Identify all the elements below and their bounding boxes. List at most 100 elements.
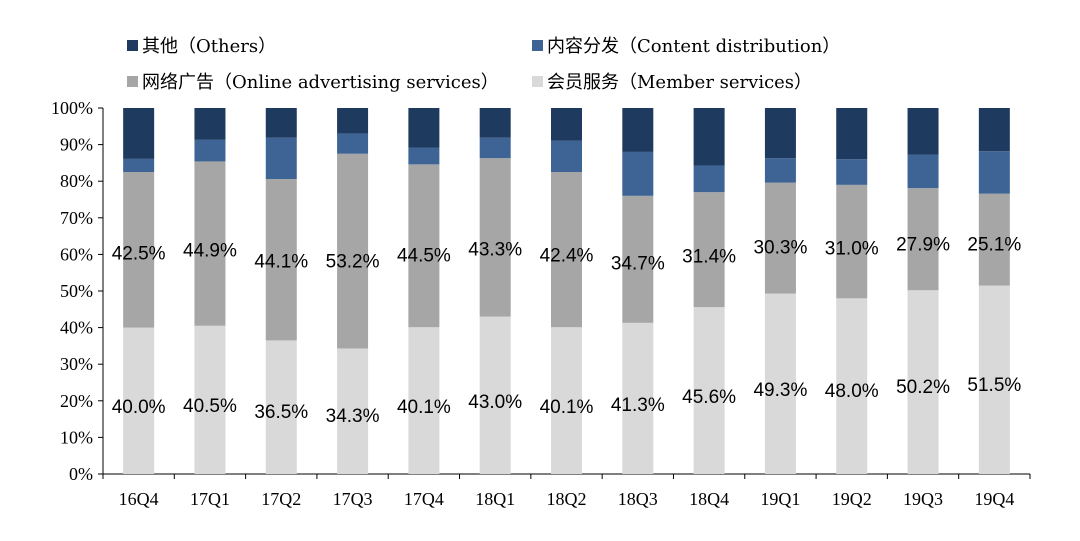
bar-segment-member bbox=[693, 307, 725, 474]
y-tick-label: 80% bbox=[60, 171, 93, 191]
data-label-advertising: 42.5% bbox=[112, 243, 166, 264]
data-label-advertising: 44.9% bbox=[183, 240, 237, 261]
bar-segment-content bbox=[693, 165, 725, 193]
legend-swatch-member bbox=[532, 75, 543, 87]
bar-segment-content bbox=[265, 137, 297, 180]
data-label-advertising: 53.2% bbox=[326, 251, 380, 272]
x-tick-label: 18Q4 bbox=[689, 489, 729, 509]
data-label-member: 40.1% bbox=[540, 397, 594, 418]
bar-segment-member bbox=[265, 340, 297, 474]
bar-segment-member bbox=[836, 298, 868, 474]
data-label-member: 40.5% bbox=[183, 396, 237, 417]
data-label-advertising: 42.4% bbox=[540, 245, 594, 266]
bar-segment-advertising bbox=[194, 161, 226, 326]
data-label-member: 34.3% bbox=[326, 406, 380, 427]
x-tick-label: 18Q1 bbox=[475, 489, 515, 509]
data-label-member: 48.0% bbox=[825, 381, 879, 402]
x-tick-label: 19Q1 bbox=[760, 489, 800, 509]
bar-segment-others bbox=[551, 108, 582, 141]
bar-segment-advertising bbox=[551, 172, 582, 328]
x-tick-label: 17Q2 bbox=[261, 489, 301, 509]
data-label-advertising: 43.3% bbox=[468, 239, 522, 260]
bar-segment-advertising bbox=[836, 184, 868, 299]
bar-segment-advertising bbox=[265, 179, 297, 341]
bar-segment-content bbox=[551, 140, 582, 173]
data-label-member: 36.5% bbox=[254, 402, 308, 423]
y-tick-label: 10% bbox=[60, 427, 93, 447]
legend-item-member: 会员服务（Member services） bbox=[532, 68, 812, 94]
bar-segment-advertising bbox=[693, 192, 725, 308]
bar-segment-member bbox=[907, 290, 939, 474]
bar-segment-content bbox=[337, 133, 369, 154]
bar-segment-advertising bbox=[978, 193, 1010, 286]
bar-segment-member bbox=[978, 285, 1010, 474]
bar-segment-advertising bbox=[337, 153, 369, 349]
bar-segment-member bbox=[622, 322, 654, 474]
bar-segment-others bbox=[479, 108, 511, 138]
x-tick-label: 19Q2 bbox=[832, 489, 872, 509]
x-tick-label: 17Q4 bbox=[404, 489, 444, 509]
bar-segment-advertising bbox=[764, 182, 796, 294]
legend-label-others: 其他（Others） bbox=[142, 36, 277, 57]
data-label-advertising: 30.3% bbox=[753, 237, 807, 258]
legend-item-advertising: 网络广告（Online advertising services） bbox=[127, 68, 499, 94]
x-tick-label: 19Q3 bbox=[903, 489, 943, 509]
y-tick-label: 30% bbox=[60, 354, 93, 374]
y-tick-label: 60% bbox=[60, 244, 93, 264]
data-label-member: 40.1% bbox=[397, 397, 451, 418]
bar-segment-others bbox=[622, 108, 654, 152]
bar-segment-others bbox=[408, 108, 440, 148]
bar-segment-content bbox=[194, 139, 226, 162]
bar-segment-advertising bbox=[123, 172, 155, 328]
bar-segment-others bbox=[978, 108, 1010, 152]
x-tick-label: 18Q3 bbox=[618, 489, 658, 509]
data-label-advertising: 31.4% bbox=[682, 246, 736, 267]
y-tick-label: 0% bbox=[69, 464, 93, 484]
data-label-advertising: 31.0% bbox=[825, 238, 879, 259]
bar-segment-others bbox=[194, 108, 226, 140]
bar-segment-advertising bbox=[622, 195, 654, 323]
bar-segment-content bbox=[836, 159, 868, 185]
bar-segment-content bbox=[479, 137, 511, 159]
bar-segment-advertising bbox=[479, 158, 511, 317]
x-tick-label: 17Q1 bbox=[190, 489, 230, 509]
bar-segment-content bbox=[408, 147, 440, 165]
data-label-advertising: 25.1% bbox=[967, 234, 1021, 255]
data-label-member: 49.3% bbox=[753, 380, 807, 401]
data-label-advertising: 34.7% bbox=[611, 253, 665, 274]
bar-segment-others bbox=[907, 108, 939, 155]
x-tick-label: 19Q4 bbox=[974, 489, 1014, 509]
bar-segment-member bbox=[479, 316, 511, 474]
bar-segment-others bbox=[337, 108, 369, 134]
legend-label-advertising: 网络广告（Online advertising services） bbox=[142, 72, 499, 93]
data-label-advertising: 44.5% bbox=[397, 245, 451, 266]
y-tick-label: 70% bbox=[60, 208, 93, 228]
legend-item-content: 内容分发（Content distribution） bbox=[532, 32, 840, 58]
data-label-member: 51.5% bbox=[967, 375, 1021, 396]
data-label-advertising: 44.1% bbox=[254, 251, 308, 272]
bar-segment-member bbox=[337, 348, 369, 474]
x-tick-label: 18Q2 bbox=[547, 489, 587, 509]
data-label-advertising: 27.9% bbox=[896, 234, 950, 255]
legend-swatch-others bbox=[127, 39, 138, 51]
legend-label-member: 会员服务（Member services） bbox=[547, 72, 813, 93]
bar-segment-member bbox=[551, 327, 582, 474]
bar-segment-member bbox=[408, 327, 440, 474]
bar-segment-content bbox=[978, 151, 1010, 194]
bar-segment-advertising bbox=[408, 164, 440, 328]
bar-segment-member bbox=[123, 327, 155, 474]
data-label-member: 41.3% bbox=[611, 395, 665, 416]
y-tick-label: 50% bbox=[60, 281, 93, 301]
bar-segment-member bbox=[194, 325, 226, 474]
data-label-member: 50.2% bbox=[896, 377, 950, 398]
y-tick-label: 100% bbox=[51, 98, 93, 118]
bar-segment-others bbox=[764, 108, 796, 159]
y-tick-label: 90% bbox=[60, 135, 93, 155]
data-label-member: 43.0% bbox=[468, 392, 522, 413]
bar-segment-others bbox=[123, 108, 155, 159]
bar-segment-others bbox=[265, 108, 297, 138]
legend-swatch-content bbox=[532, 39, 543, 51]
bar-segment-content bbox=[907, 154, 939, 189]
legend-label-content: 内容分发（Content distribution） bbox=[547, 36, 841, 57]
